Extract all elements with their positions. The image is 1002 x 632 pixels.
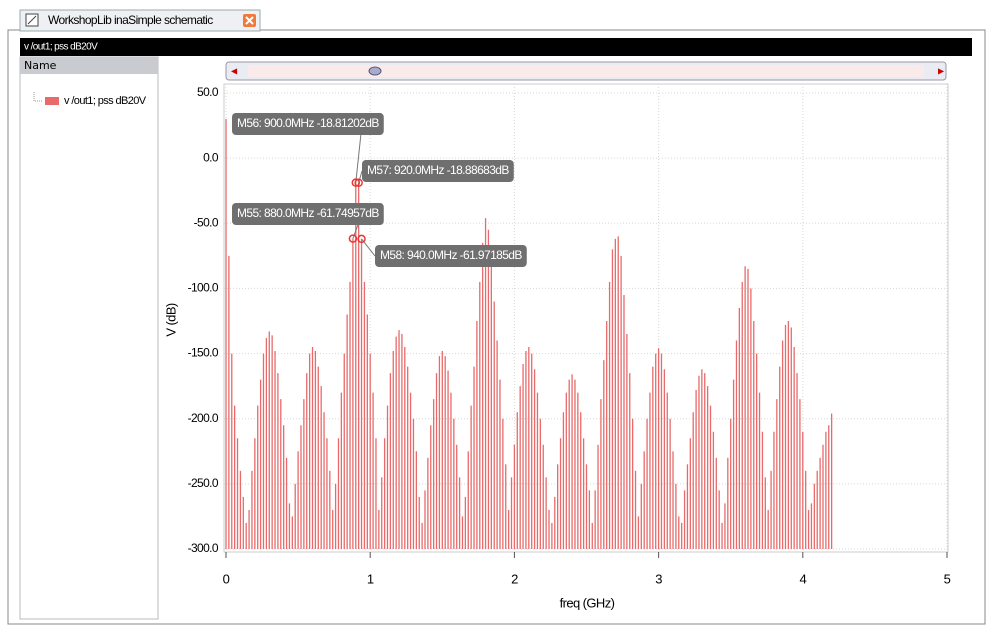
series: [225, 119, 833, 549]
marker: [351, 178, 361, 187]
marker-label: M57: 920.0MHz -18.88683dB: [367, 163, 509, 177]
x-tick-label: 4: [799, 571, 806, 586]
legend-label: v /out1; pss dB20V: [64, 95, 147, 107]
scroll-thumb[interactable]: [368, 66, 382, 76]
tree-panel: [19, 56, 159, 620]
y-tick-label: 50.0: [197, 85, 219, 99]
x-tick-label: 0: [223, 571, 230, 586]
marker-leader: [358, 170, 363, 183]
scroll-right[interactable]: ▶: [938, 67, 945, 76]
y-tick-label: -150.0: [188, 346, 219, 360]
marker-label: M58: 940.0MHz -61.97185dB: [380, 248, 522, 262]
tab-title: WorkshopLib inaSimple schematic: [48, 13, 213, 27]
y-tick-label: -200.0: [188, 411, 219, 425]
scroll-left[interactable]: ◀: [231, 67, 238, 76]
x-tick-label: 1: [367, 571, 374, 586]
y-tick-label: -100.0: [188, 281, 219, 295]
tree-connector: [33, 92, 42, 102]
marker-box: [232, 203, 384, 225]
tab[interactable]: [19, 9, 261, 32]
marker: [354, 178, 363, 187]
trace-bar: [20, 38, 972, 56]
marker-label: M55: 880.0MHz -61.74957dB: [237, 206, 379, 220]
trace-bar-text: v /out1; pss dB20V: [24, 42, 98, 53]
y-tick-label: 0.0: [203, 150, 219, 164]
tree-header: [20, 57, 158, 74]
close-icon: [245, 16, 254, 25]
marker-label: M56: 900.0MHz -18.81202dB: [237, 116, 379, 130]
tree-header-text: Name: [24, 59, 57, 72]
x-tick-label: 3: [655, 571, 662, 586]
y-axis-label: V (dB): [163, 303, 178, 337]
y-tick-label: -300.0: [188, 541, 219, 555]
tab-icon-line: [27, 15, 37, 25]
marker: [357, 234, 366, 244]
scroll-preview: [248, 65, 924, 77]
legend-swatch: [45, 97, 59, 105]
marker-box: [362, 160, 514, 182]
x-tick-label: 5: [944, 571, 951, 586]
x-tick-label: 2: [511, 571, 518, 586]
marker: [348, 234, 358, 243]
y-tick-label: -250.0: [188, 476, 219, 490]
marker-box: [375, 245, 527, 267]
y-tick-label: -50.0: [194, 215, 219, 229]
x-axis-label: freq (GHz): [560, 595, 615, 610]
marker-box: [232, 113, 384, 135]
